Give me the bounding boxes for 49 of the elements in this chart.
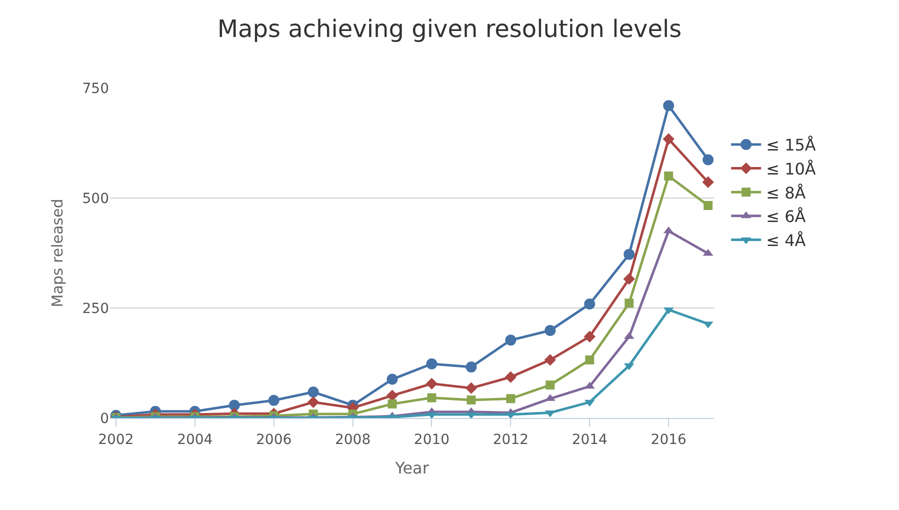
point — [664, 172, 674, 180]
point — [228, 400, 240, 411]
x-tick-label: 2012 — [492, 432, 529, 448]
point — [623, 273, 635, 285]
point — [544, 354, 556, 366]
point — [426, 358, 438, 370]
point — [466, 395, 476, 404]
point — [386, 374, 398, 385]
point — [662, 133, 674, 145]
y-tick-label: 0 — [100, 410, 109, 427]
legend-label: ≤ 4Å — [766, 230, 806, 250]
x-axis-title: Year — [394, 458, 430, 478]
x-tick-label: 2002 — [98, 432, 134, 448]
point — [544, 324, 556, 336]
y-tick-label: 500 — [82, 190, 109, 207]
legend-label: ≤ 8Å — [766, 183, 806, 202]
y-tick-label: 750 — [82, 80, 109, 97]
point — [426, 378, 438, 390]
y-tick-label: 250 — [82, 300, 109, 317]
point — [506, 394, 516, 404]
point — [466, 361, 477, 372]
x-tick-label: 2014 — [572, 432, 608, 448]
point — [465, 382, 478, 394]
x-tick-label: 2010 — [414, 432, 450, 448]
point — [585, 355, 594, 364]
point — [663, 100, 674, 112]
x-tick-label: 2016 — [650, 432, 686, 448]
point — [308, 386, 319, 398]
point — [504, 371, 517, 383]
x-tick-label: 2004 — [177, 432, 213, 448]
point — [624, 298, 634, 308]
point — [427, 393, 436, 402]
x-tick-label: 2008 — [334, 432, 371, 448]
point — [388, 399, 397, 408]
point — [307, 396, 320, 408]
point — [546, 380, 555, 390]
y-axis-title: Maps released — [48, 198, 67, 308]
legend-label: ≤ 6Å — [766, 207, 806, 226]
point — [505, 334, 516, 346]
point — [702, 176, 714, 188]
point — [268, 394, 280, 406]
legend-label: ≤ 10Å — [766, 160, 816, 179]
point — [584, 330, 596, 342]
point — [584, 298, 596, 310]
x-tick-label: 2006 — [256, 432, 292, 448]
chart-title: Maps achieving given resolution levels — [217, 15, 682, 44]
point — [702, 154, 714, 166]
point — [624, 248, 635, 260]
point — [704, 200, 713, 210]
